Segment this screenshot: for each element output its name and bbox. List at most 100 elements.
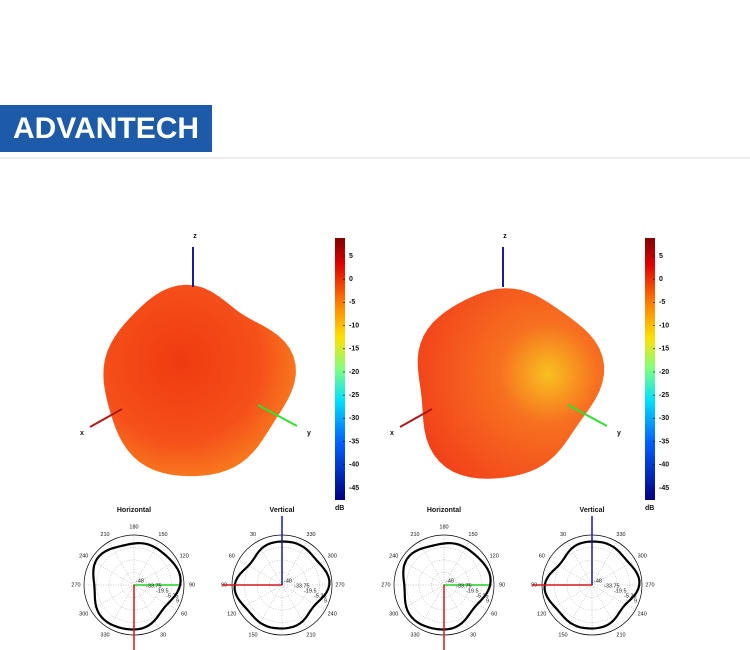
angle-label: 210 — [100, 532, 109, 538]
polar-spoke — [238, 559, 283, 586]
angle-label: 180 — [439, 524, 448, 530]
polar-title: Horizontal — [427, 507, 461, 514]
colorbar-unit: dB — [335, 505, 344, 512]
polar-spoke — [238, 584, 283, 611]
polar-spoke — [133, 541, 160, 586]
polar-spoke — [90, 559, 135, 586]
radial-label: -33.75 — [456, 583, 472, 589]
angle-label: 180 — [129, 524, 138, 530]
angle-label: 120 — [537, 611, 546, 617]
polar-spoke — [418, 541, 445, 586]
angle-label: 210 — [410, 532, 419, 538]
polar-spoke — [133, 559, 178, 586]
colorbar-label: -25 — [349, 392, 359, 399]
axis-label: x — [80, 430, 84, 437]
radial-label: -48 — [284, 578, 292, 584]
colorbar-unit: dB — [645, 505, 654, 512]
angle-label: 330 — [616, 532, 625, 538]
polar-spoke — [443, 584, 470, 629]
angle-label: 330 — [306, 532, 315, 538]
pattern-curve — [402, 541, 492, 631]
polar-spoke — [418, 584, 445, 629]
polar-spoke — [281, 584, 308, 629]
colorbar-label: 5 — [349, 253, 353, 260]
radial-label: -33.75 — [604, 583, 620, 589]
polar-spoke — [591, 541, 618, 586]
radial-label: 9 — [324, 598, 327, 604]
colorbar-label: -45 — [659, 485, 669, 492]
angle-label: 240 — [328, 611, 337, 617]
colorbar — [335, 238, 345, 500]
angle-label: 270 — [381, 582, 390, 588]
colorbar-label: -40 — [349, 462, 359, 469]
polar-spoke — [281, 541, 308, 586]
radial-label: -19.5 — [304, 588, 317, 594]
axis-label: z — [503, 233, 507, 240]
angle-label: 330 — [100, 633, 109, 639]
x-axis — [399, 408, 433, 428]
angle-label: 300 — [328, 553, 337, 559]
polar-title: Vertical — [270, 507, 295, 514]
angle-label: 60 — [181, 611, 187, 617]
radial-label: 9 — [634, 598, 637, 604]
colorbar-label: -35 — [659, 438, 669, 445]
radial-label: -5.25 — [314, 593, 327, 599]
polar-spoke — [90, 584, 135, 611]
colorbar-label: -30 — [659, 415, 669, 422]
polar-spoke — [443, 584, 488, 611]
angle-label: 240 — [79, 553, 88, 559]
polar-spoke — [548, 584, 593, 611]
axis-label: x — [390, 430, 394, 437]
polar-spoke — [400, 584, 445, 611]
y-axis — [257, 404, 298, 427]
colorbar — [645, 238, 655, 500]
angle-label: 270 — [71, 582, 80, 588]
radial-label: -19.5 — [466, 588, 479, 594]
polar-spoke — [566, 541, 593, 586]
angle-label: 120 — [490, 553, 499, 559]
axis-label: z — [193, 233, 197, 240]
pattern-curve — [92, 541, 182, 631]
radial-label: -5.25 — [624, 593, 637, 599]
angle-label: 300 — [79, 611, 88, 617]
angle-label: 30 — [160, 633, 166, 639]
angle-label: 120 — [180, 553, 189, 559]
angle-label: 210 — [306, 633, 315, 639]
polar-title: Horizontal — [117, 507, 151, 514]
radial-label: 9 — [176, 598, 179, 604]
colorbar-label: -15 — [349, 346, 359, 353]
polar-title: Vertical — [580, 507, 605, 514]
angle-label: 300 — [638, 553, 647, 559]
radial-label: -19.5 — [614, 588, 627, 594]
content: z x y 5 0 -5 -10 -15 -20 -25 -30 -35 -40 -45 dB Horizon… — [71, 233, 669, 650]
angle-label: 300 — [389, 611, 398, 617]
angle-label: 60 — [491, 611, 497, 617]
angle-label: 30 — [560, 532, 566, 538]
angle-label: 150 — [248, 633, 257, 639]
colorbar-label: 5 — [659, 253, 663, 260]
polar-spoke — [443, 559, 488, 586]
angle-label: 90 — [189, 582, 195, 588]
colorbar-label: -10 — [349, 322, 359, 329]
angle-label: 60 — [539, 553, 545, 559]
radial-label: -33.75 — [294, 583, 310, 589]
y-axis — [567, 404, 608, 427]
angle-label: 30 — [470, 633, 476, 639]
polar-spoke — [133, 584, 178, 611]
colorbar-label: -30 — [349, 415, 359, 422]
polar-spoke — [400, 559, 445, 586]
angle-label: 150 — [158, 532, 167, 538]
radial-label: 9 — [486, 598, 489, 604]
radial-label: -5.25 — [476, 593, 489, 599]
colorbar-label: -35 — [349, 438, 359, 445]
colorbar-label: 0 — [659, 276, 663, 283]
polar-spoke — [591, 584, 636, 611]
axis-label: y — [617, 430, 621, 437]
polar-spoke — [133, 584, 160, 629]
polar-spoke — [566, 584, 593, 629]
angle-label: 240 — [389, 553, 398, 559]
colorbar-label: -45 — [349, 485, 359, 492]
polar-spoke — [281, 559, 326, 586]
angle-label: 150 — [468, 532, 477, 538]
colorbar-label: -5 — [349, 299, 355, 306]
